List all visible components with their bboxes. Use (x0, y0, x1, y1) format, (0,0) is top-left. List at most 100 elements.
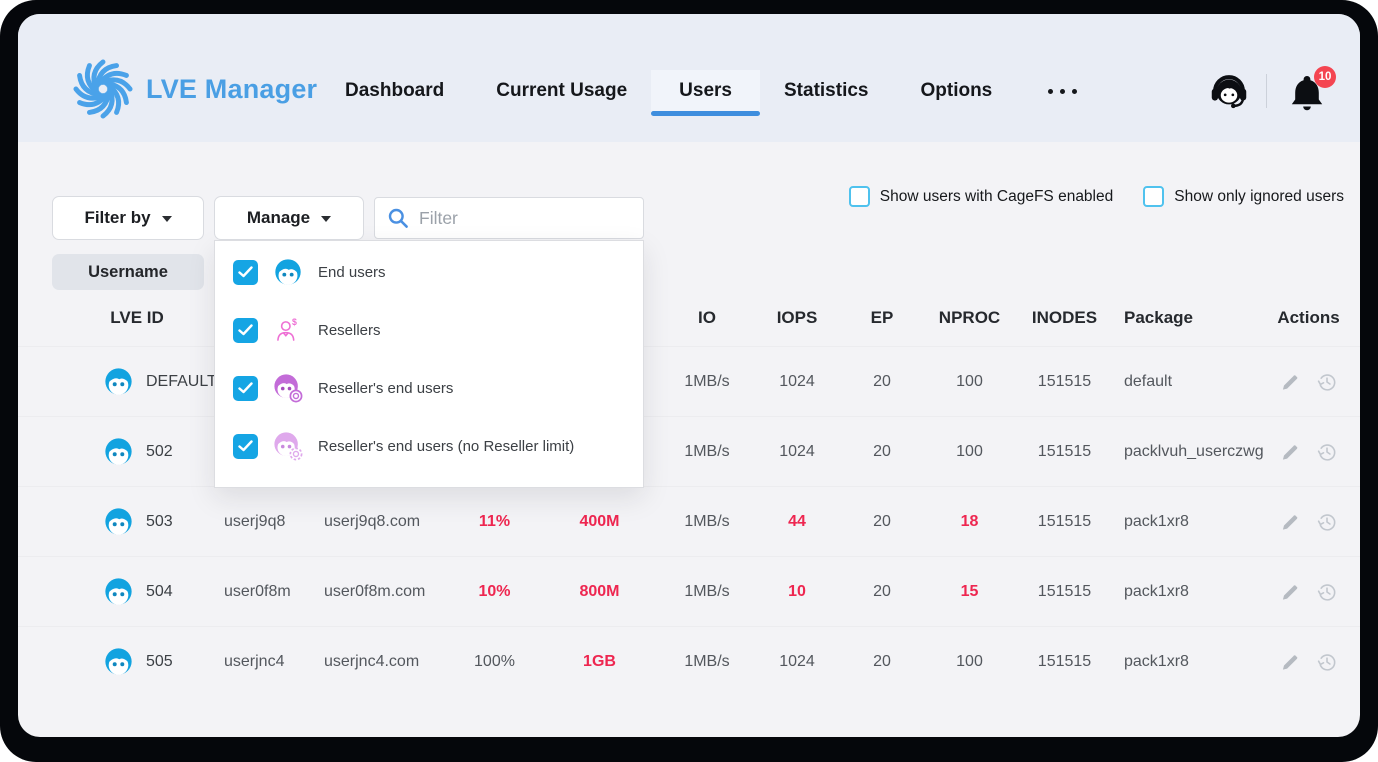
lve-id-cell: 505 (52, 647, 222, 676)
io-cell: 1MB/s (684, 652, 730, 670)
app-header: LVE Manager Dashboard Current Usage User… (18, 14, 1360, 142)
filter-by-button[interactable]: Filter by (52, 196, 204, 240)
column-header-nproc[interactable]: NPROC (938, 308, 1001, 327)
checked-checkbox[interactable] (233, 259, 258, 285)
checked-checkbox[interactable] (233, 317, 258, 343)
lve-id-cell: DEFAULT (52, 367, 222, 396)
username-filter-chip[interactable]: Username (52, 254, 204, 290)
chevron-down-icon (321, 216, 332, 222)
support-headset-icon[interactable] (1206, 68, 1252, 114)
nproc-cell: 100 (956, 372, 983, 390)
main-nav: Dashboard Current Usage Users Statistics… (345, 70, 1081, 116)
username-cell: user0f8m (224, 582, 291, 600)
lve-id: 503 (146, 512, 173, 530)
cpu-cell: 11% (478, 512, 511, 530)
column-header-ep[interactable]: EP (870, 308, 894, 327)
app-screen: LVE Manager Dashboard Current Usage User… (18, 14, 1360, 737)
reset-history-icon[interactable] (1316, 371, 1338, 393)
filter-search (374, 197, 644, 239)
dropdown-item-resellers[interactable]: $ Resellers (215, 301, 643, 359)
filter-by-label: Filter by (84, 208, 151, 227)
users-table: LVE ID IO IOPS EP NPROC INODES Package A… (18, 290, 1360, 696)
edit-pencil-icon[interactable] (1279, 441, 1301, 463)
column-header-lve-id[interactable]: LVE ID (110, 308, 164, 327)
svg-text:$: $ (292, 317, 297, 327)
reset-history-icon[interactable] (1316, 651, 1338, 673)
manage-dropdown-panel: End users $ Resellers (214, 240, 644, 488)
lve-swirl-logo (73, 59, 133, 119)
tab-statistics[interactable]: Statistics (784, 80, 869, 101)
nproc-cell: 15 (960, 582, 979, 600)
lve-id: DEFAULT (146, 372, 217, 390)
dropdown-item-label: Reseller's end users (no Reseller limit) (318, 437, 575, 455)
ignored-checkbox-item[interactable]: Show only ignored users (1143, 186, 1344, 207)
reset-history-icon[interactable] (1316, 441, 1338, 463)
actions-cell (1257, 441, 1360, 463)
package-cell: pack1xr8 (1124, 652, 1189, 670)
io-cell: 1MB/s (684, 512, 730, 530)
inodes-cell: 151515 (1037, 652, 1092, 670)
domain-cell: userj9q8.com (324, 512, 421, 530)
more-menu-icon[interactable] (1044, 79, 1081, 104)
cagefs-checkbox-item[interactable]: Show users with CageFS enabled (848, 186, 1113, 207)
lve-id-cell: 503 (52, 507, 222, 536)
brand-name: LVE Manager (146, 74, 318, 104)
reseller-icon: $ (273, 315, 303, 345)
column-header-iops[interactable]: IOPS (776, 308, 818, 327)
manage-label: Manage (246, 208, 311, 227)
ep-cell: 20 (873, 652, 891, 670)
reset-history-icon[interactable] (1316, 581, 1338, 603)
dropdown-item-reseller-end-users-no-limit[interactable]: Reseller's end users (no Reseller limit) (215, 417, 643, 475)
io-cell: 1MB/s (684, 372, 730, 390)
edit-pencil-icon[interactable] (1279, 581, 1301, 603)
tab-options[interactable]: Options (920, 80, 993, 101)
inodes-cell: 151515 (1037, 442, 1092, 460)
header-divider (1266, 74, 1267, 108)
end-user-icon (273, 257, 303, 287)
tab-current-usage[interactable]: Current Usage (496, 80, 628, 101)
column-header-inodes[interactable]: INODES (1031, 308, 1098, 327)
edit-pencil-icon[interactable] (1279, 371, 1301, 393)
package-cell: pack1xr8 (1124, 582, 1189, 600)
column-header-package[interactable]: Package (1124, 308, 1193, 327)
ep-cell: 20 (873, 372, 891, 390)
table-row: 502 1MB/s 1024 20 100 151515 packlvuh_us… (18, 416, 1360, 486)
ignored-checkbox[interactable] (1143, 186, 1165, 207)
iops-cell: 1024 (779, 442, 815, 460)
filter-search-input[interactable] (419, 199, 639, 237)
nproc-cell: 18 (960, 512, 979, 530)
io-cell: 1MB/s (684, 442, 730, 460)
dropdown-item-label: Reseller's end users (318, 379, 454, 397)
iops-cell: 1024 (779, 372, 815, 390)
bell-icon (1291, 76, 1323, 111)
column-header-io[interactable]: IO (698, 308, 716, 327)
user-avatar-icon (104, 367, 133, 396)
domain-cell: user0f8m.com (324, 582, 426, 600)
tab-users[interactable]: Users (651, 70, 760, 116)
notification-badge: 10 (1314, 66, 1336, 88)
edit-pencil-icon[interactable] (1279, 651, 1301, 673)
reset-history-icon[interactable] (1316, 511, 1338, 533)
memory-cell: 800M (579, 582, 620, 600)
checked-checkbox[interactable] (233, 433, 258, 459)
tab-dashboard[interactable]: Dashboard (345, 80, 445, 101)
checked-checkbox[interactable] (233, 375, 258, 401)
inodes-cell: 151515 (1037, 372, 1092, 390)
notifications-button[interactable]: 10 (1288, 66, 1336, 114)
domain-cell: userjnc4.com (324, 652, 420, 670)
ep-cell: 20 (873, 442, 891, 460)
ep-cell: 20 (873, 582, 891, 600)
user-avatar-icon (104, 647, 133, 676)
table-body: DEFAULT 1MB/s 1024 20 100 151515 default (18, 346, 1360, 696)
reseller-end-user-icon (273, 373, 303, 403)
dropdown-item-label: Resellers (318, 321, 381, 339)
table-row: 504 user0f8m user0f8m.com 10% 800M 1MB/s… (18, 556, 1360, 626)
nproc-cell: 100 (956, 652, 983, 670)
nproc-cell: 100 (956, 442, 983, 460)
dropdown-item-end-users[interactable]: End users (215, 243, 643, 301)
dropdown-item-reseller-end-users[interactable]: Reseller's end users (215, 359, 643, 417)
cagefs-checkbox[interactable] (848, 186, 870, 207)
edit-pencil-icon[interactable] (1279, 511, 1301, 533)
manage-button[interactable]: Manage (214, 196, 364, 240)
